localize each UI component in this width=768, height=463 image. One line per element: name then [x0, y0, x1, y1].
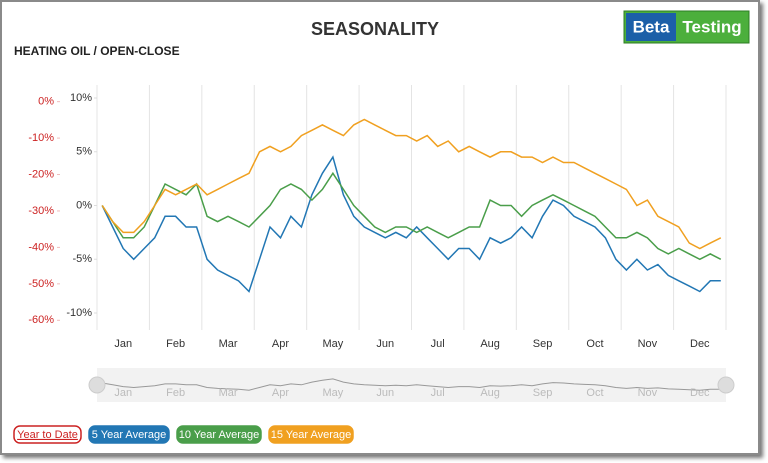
- x-tick-label: Jun: [376, 338, 394, 350]
- y-tick-label: -10%: [66, 307, 92, 319]
- y-tick-label: -5%: [72, 253, 92, 265]
- series-line: [101, 118, 722, 250]
- navigator-label: Aug: [480, 387, 500, 399]
- y2-tick-label: -50%: [28, 278, 54, 290]
- navigator-label: Jul: [431, 387, 445, 399]
- y-tick-label: 5%: [76, 146, 92, 158]
- navigator-label: May: [322, 387, 343, 399]
- navigator-label: Feb: [166, 387, 185, 399]
- y-tick-label: 10%: [70, 92, 92, 104]
- legend-item[interactable]: 15 Year Average: [268, 425, 354, 444]
- legend-button: [88, 425, 170, 444]
- navigator-label: Apr: [272, 387, 289, 399]
- x-tick-label: Sep: [533, 338, 553, 350]
- x-tick-label: Oct: [586, 338, 603, 350]
- y2-tick-label: -20%: [28, 168, 54, 180]
- series-line: [101, 155, 721, 293]
- y2-tick-label: 0%: [38, 96, 54, 108]
- x-tick-label: Mar: [219, 338, 238, 350]
- legend-button: [176, 425, 262, 444]
- navigator-label: Jun: [376, 387, 394, 399]
- x-tick-label: Apr: [272, 338, 289, 350]
- legend-label: 10 Year Average: [179, 429, 260, 441]
- legend-label: 5 Year Average: [92, 429, 166, 441]
- navigator-label: Mar: [219, 387, 238, 399]
- y2-tick-label: -40%: [28, 241, 54, 253]
- legend-button: [13, 425, 82, 444]
- legend-item[interactable]: Year to Date: [13, 425, 82, 444]
- legend-item[interactable]: 5 Year Average: [88, 425, 170, 444]
- navigator-handle: [717, 376, 735, 394]
- navigator-label: Jan: [114, 387, 132, 399]
- navigator-label: Sep: [533, 387, 553, 399]
- navigator-handle: [88, 376, 106, 394]
- x-tick-label: Dec: [690, 338, 710, 350]
- legend-label: Year to Date: [17, 429, 78, 441]
- series-line: [101, 171, 722, 261]
- logo-text: Testing: [682, 17, 741, 36]
- y-tick-label: 0%: [76, 199, 92, 211]
- chart-title: SEASONALITY: [311, 19, 439, 39]
- logo-text: Beta: [633, 17, 670, 36]
- x-tick-label: Jan: [114, 338, 132, 350]
- navigator-label: Nov: [638, 387, 658, 399]
- y2-tick-label: -60%: [28, 314, 54, 326]
- legend-label: 15 Year Average: [271, 429, 352, 441]
- y2-tick-label: -10%: [28, 132, 54, 144]
- y2-tick-label: -30%: [28, 205, 54, 217]
- chart-subtitle: HEATING OIL / OPEN-CLOSE: [14, 44, 180, 58]
- legend-item[interactable]: 10 Year Average: [176, 425, 262, 444]
- x-tick-label: Nov: [638, 338, 658, 350]
- logo-box: [626, 13, 676, 41]
- x-tick-label: Aug: [480, 338, 500, 350]
- x-tick-label: Feb: [166, 338, 185, 350]
- navigator-label: Oct: [586, 387, 603, 399]
- legend-button: [268, 425, 354, 444]
- x-tick-label: Jul: [431, 338, 445, 350]
- navigator-line: [102, 378, 721, 391]
- x-tick-label: May: [322, 338, 343, 350]
- navigator-label: Dec: [690, 387, 710, 399]
